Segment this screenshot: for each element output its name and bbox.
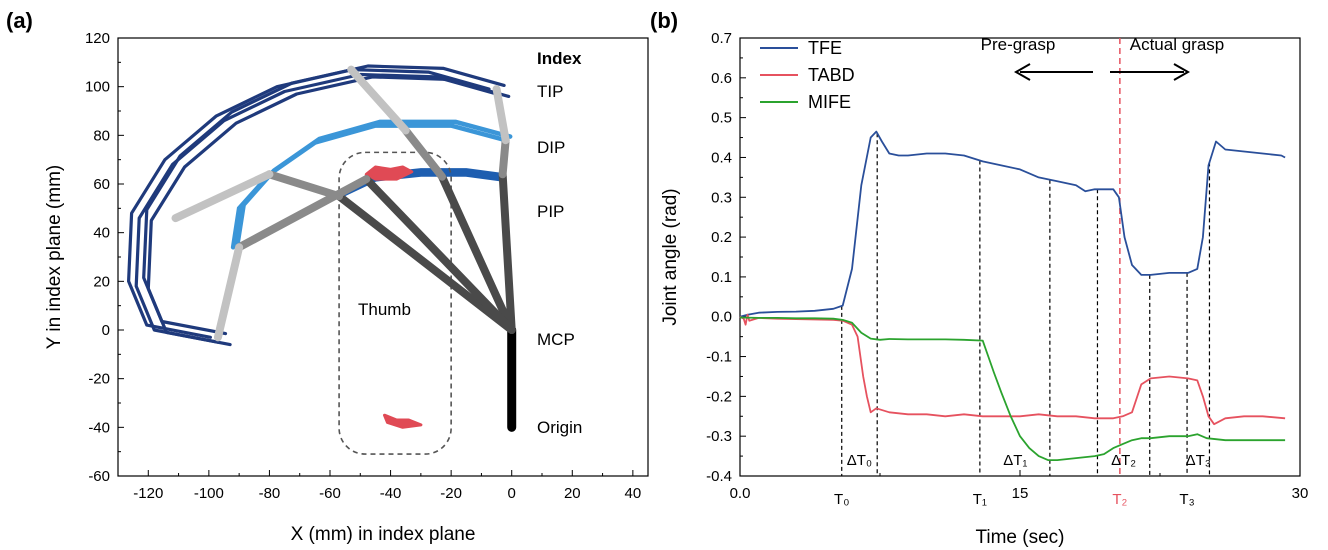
actual-grasp-label: Actual grasp <box>1130 35 1225 54</box>
pip-dip-link <box>401 126 447 181</box>
tip-trajectory <box>127 67 491 339</box>
legend-label-tfe: TFE <box>808 38 842 58</box>
series-line-mife <box>739 316 1286 462</box>
time-marker-label: T₂ <box>1112 491 1127 508</box>
thumb-label: Thumb <box>358 300 411 319</box>
index-label: Index <box>537 49 582 68</box>
time-marker-label: T₃ <box>1179 491 1194 508</box>
legend-label-tabd: TABD <box>808 65 855 85</box>
pip-dip-link <box>498 136 510 179</box>
panel-a-y-tick-label: -20 <box>88 371 110 388</box>
mcp-pip-link <box>438 172 516 334</box>
series-line-tfe <box>739 130 1286 318</box>
panel-b-x-axis-title: Time (sec) <box>975 527 1064 548</box>
panel-a-y-tick-label: 0 <box>102 322 110 339</box>
panel-b-y-tick-label: 0.0 <box>711 309 732 326</box>
thumb-region-outline <box>338 151 452 455</box>
panel-a-y-tick-label: 20 <box>93 273 110 290</box>
panel-b-x-tick-label: 0.0 <box>730 485 751 502</box>
mcp-pip-link <box>362 175 516 334</box>
panel-a-x-tick-label: -120 <box>133 485 163 502</box>
dip-label: DIP <box>537 138 565 157</box>
panel-a-x-axis-title: X (mm) in index plane <box>291 524 476 545</box>
panel-b-y-tick-label: -0.2 <box>706 388 732 405</box>
panel-b-y-tick-label: 0.5 <box>711 110 732 127</box>
panel-b-x-tick-label: 15 <box>1012 485 1029 502</box>
pip-label: PIP <box>537 202 564 221</box>
mcp-pip-link <box>335 192 516 334</box>
panel-b-x-tick-label: 30 <box>1292 485 1309 502</box>
series-line-tabd <box>739 313 1286 426</box>
legend-label-mife: MIFE <box>808 92 851 112</box>
panel-a-y-tick-label: 100 <box>85 79 110 96</box>
mcp-label: MCP <box>537 330 575 349</box>
panel-a-x-tick-label: -100 <box>194 485 224 502</box>
panel-a-letter: (a) <box>6 8 33 33</box>
dip-tip-link <box>171 170 274 223</box>
panel-b-y-tick-label: 0.1 <box>711 269 732 286</box>
panel-a-x-tick-label: 0 <box>508 485 516 502</box>
panel-a-y-tick-label: -40 <box>88 419 110 436</box>
panel-b-y-axis-title: Joint angle (rad) <box>660 188 681 325</box>
dip-tip-link <box>347 65 410 135</box>
panel-a-x-tick-label: 20 <box>564 485 581 502</box>
dip-tip-link <box>213 243 244 342</box>
panel-b-y-tick-label: 0.3 <box>711 189 732 206</box>
panel-a-y-tick-label: -60 <box>88 468 110 485</box>
pre-grasp-arrow-head <box>1013 63 1031 81</box>
panel-a-chart: -120 -100 -80 -60 -40 -20 0 20 40 120 100 80 60 40 20 0… <box>44 30 649 545</box>
panel-a-y-tick-label: 120 <box>85 30 110 47</box>
pip-dip-link <box>265 170 344 201</box>
thumb-points-upper <box>364 165 414 181</box>
panel-a-x-tick-label: -40 <box>380 485 402 502</box>
delta-interval-label: ΔT₂ <box>1111 452 1136 469</box>
panel-a-y-tick-label: 80 <box>93 127 110 144</box>
panel-a-x-tick-label: 40 <box>625 485 642 502</box>
mcp-pip-link <box>498 170 516 334</box>
actual-grasp-arrow-head <box>1173 63 1191 81</box>
delta-interval-label: ΔT₁ <box>1003 452 1027 469</box>
panel-b-chart: 0.7 0.6 0.5 0.4 0.3 0.2 0.1 0.0 -0.1 -0.2 -0.3 -0.4… <box>660 30 1308 548</box>
panel-b-y-tick-label: 0.6 <box>711 70 732 87</box>
pre-grasp-label: Pre-grasp <box>981 35 1056 54</box>
panel-b-y-tick-label: -0.4 <box>706 468 732 485</box>
time-marker-label: T₀ <box>834 491 849 508</box>
dip-trajectory <box>235 119 513 246</box>
panel-b-letter: (b) <box>650 8 678 33</box>
panel-b-y-tick-label: -0.1 <box>706 349 732 366</box>
time-marker-label: T₁ <box>973 491 987 508</box>
panel-b-y-tick-label: 0.4 <box>711 149 732 166</box>
panel-b-y-tick-label: 0.2 <box>711 229 732 246</box>
panel-a-y-tick-label: 60 <box>93 176 110 193</box>
panel-a-x-tick-label: -20 <box>440 485 462 502</box>
origin-label: Origin <box>537 418 582 437</box>
delta-interval-label: ΔT₀ <box>847 452 872 469</box>
delta-interval-label: ΔT₃ <box>1186 452 1211 469</box>
panel-b-y-tick-label: 0.7 <box>711 30 732 47</box>
dip-tip-link <box>492 85 510 145</box>
panel-b-y-tick-label: -0.3 <box>706 428 732 445</box>
tip-trajectory <box>146 75 511 347</box>
panel-a-x-tick-label: -80 <box>259 485 281 502</box>
tip-label: TIP <box>537 82 563 101</box>
pip-dip-link <box>235 175 371 252</box>
panel-a-x-tick-label: -60 <box>319 485 341 502</box>
panel-a-y-axis-title: Y in index plane (mm) <box>44 165 65 349</box>
panel-a-y-tick-label: 40 <box>93 225 110 242</box>
thumb-points-lower <box>383 413 423 429</box>
